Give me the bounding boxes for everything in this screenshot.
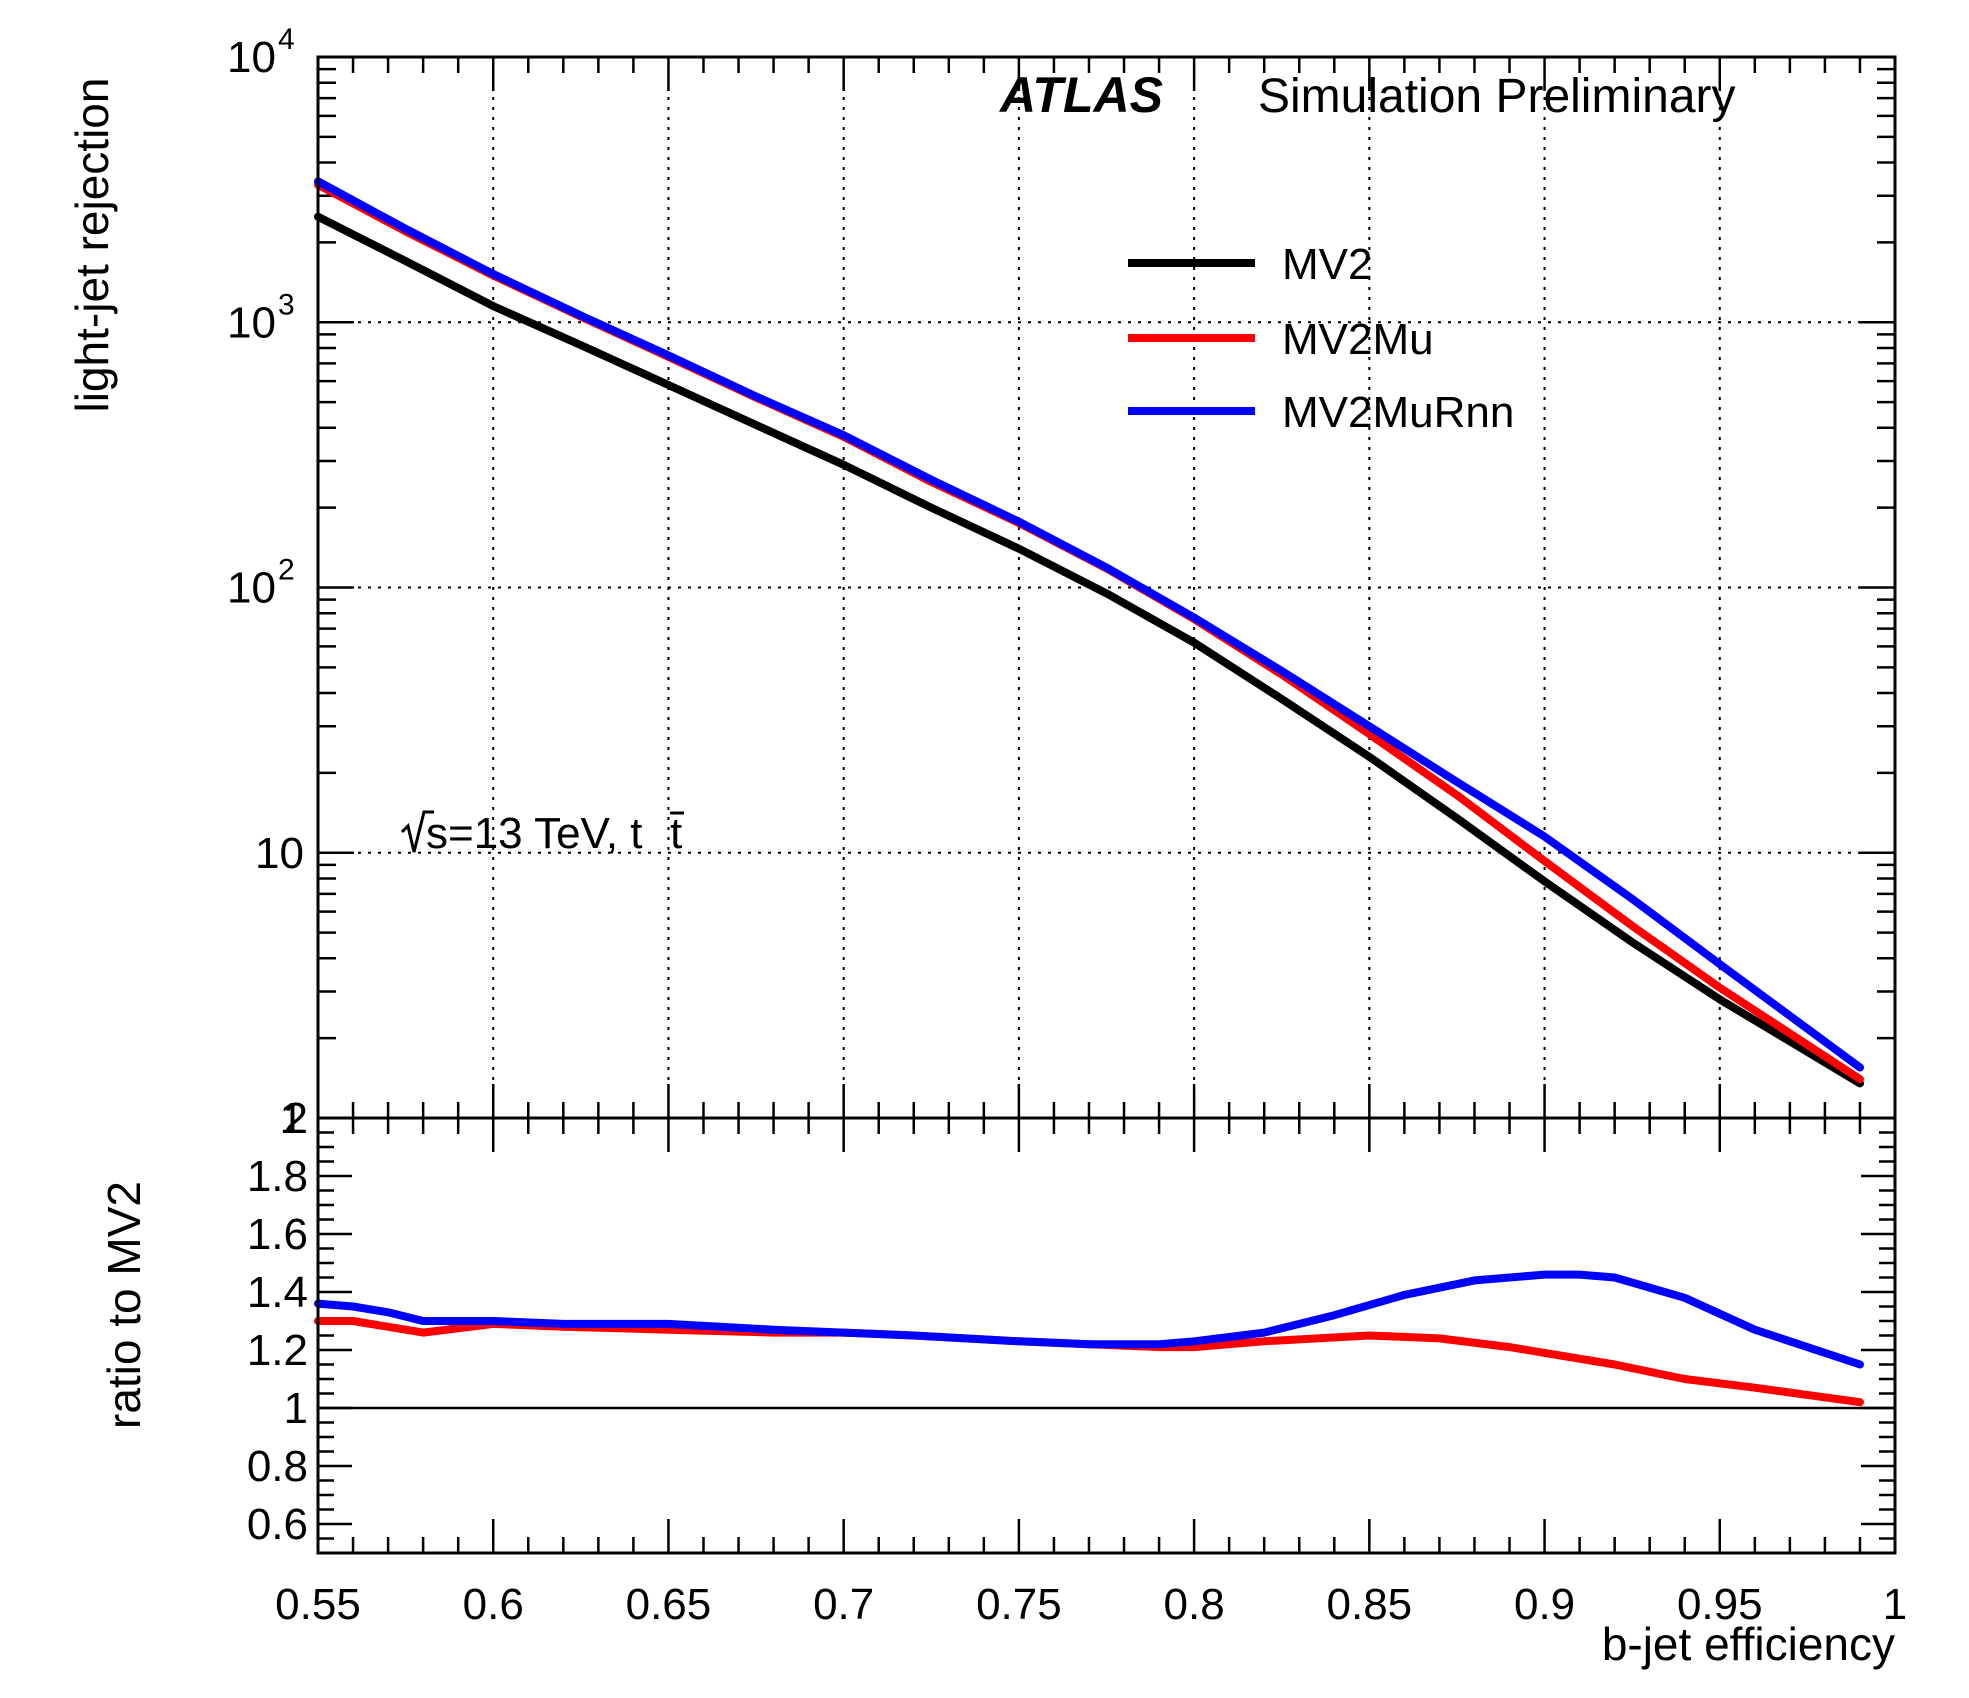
x-tick-label-9: 1	[1883, 1580, 1907, 1629]
lower-plot-frame	[316, 1116, 1897, 1555]
x-tick-label-8: 0.95	[1677, 1580, 1763, 1629]
x-axis-title: b-jet efficiency	[1602, 1618, 1895, 1670]
energy-label: s=13 TeV, t t	[400, 809, 684, 858]
lower-series-group	[314, 1270, 1864, 1407]
legend: MV2 MV2Mu MV2MuRnn	[1128, 240, 1514, 437]
sqrt-symbol	[400, 810, 434, 853]
x-tick-label-1: 0.6	[463, 1580, 524, 1629]
upper-y-tick-label-4: 10	[227, 33, 276, 82]
x-tick-label-2: 0.65	[626, 1580, 712, 1629]
series-line-mv2mu	[314, 180, 1864, 1084]
x-tick-label-7: 0.9	[1514, 1580, 1575, 1629]
energy-tbar: t	[670, 809, 682, 858]
lower-y-tick-label-6: 1.8	[247, 1152, 308, 1201]
upper-y-axis-title: light-jet rejection	[66, 78, 118, 413]
lower-y-tick-label-4: 1.4	[247, 1268, 308, 1317]
lower-y-tick-labels: 0.6 0.8 1 1.2 1.4 1.6 1.8 2	[247, 1094, 308, 1549]
x-tick-label-4: 0.75	[976, 1580, 1062, 1629]
lower-y-axis-title: ratio to MV2	[98, 1181, 150, 1429]
upper-y-tick-exp-2: 2	[278, 554, 295, 587]
lower-y-tick-label-1: 0.8	[247, 1442, 308, 1491]
x-tick-label-5: 0.8	[1164, 1580, 1225, 1629]
upper-y-tick-exp-3: 3	[278, 288, 295, 321]
upper-grid	[318, 57, 1895, 1118]
lower-y-tick-label-0: 0.6	[247, 1500, 308, 1549]
upper-y-tick-label-0: 1	[280, 1094, 304, 1143]
x-tick-labels: 0.55 0.6 0.65 0.7 0.75 0.8 0.85 0.9 0.95 1	[275, 1580, 1907, 1629]
upper-y-tick-exp-4: 4	[278, 23, 295, 56]
simulation-preliminary-label: Simulation Preliminary	[1258, 70, 1736, 123]
lower-tick-marks	[316, 1116, 1897, 1555]
lower-y-tick-label-5: 1.6	[247, 1210, 308, 1259]
legend-label-mv2murnn: MV2MuRnn	[1282, 388, 1514, 437]
x-tick-label-6: 0.85	[1327, 1580, 1413, 1629]
series-line-mv2	[314, 212, 1864, 1088]
x-tick-label-0: 0.55	[275, 1580, 361, 1629]
x-tick-label-3: 0.7	[813, 1580, 874, 1629]
atlas-label: ATLAS	[998, 67, 1163, 123]
ratio-line-mv2murnn	[314, 1270, 1864, 1369]
legend-entry-mv2mu: MV2Mu	[1128, 315, 1434, 364]
legend-entry-mv2: MV2	[1128, 240, 1372, 289]
legend-label-mv2: MV2	[1282, 240, 1372, 289]
series-line-mv2murnn	[314, 177, 1864, 1072]
energy-text: s=13 TeV, t	[426, 809, 643, 858]
legend-label-mv2mu: MV2Mu	[1282, 315, 1434, 364]
legend-entry-mv2murnn: MV2MuRnn	[1128, 388, 1514, 437]
lower-y-tick-label-2: 1	[284, 1384, 308, 1433]
lower-y-tick-label-3: 1.2	[247, 1326, 308, 1375]
ratio-line-mv2mu	[314, 1317, 1864, 1407]
lower-y-tick-label-7: 2	[284, 1094, 308, 1143]
upper-y-tick-label-3: 10	[227, 298, 276, 347]
upper-series-group	[314, 177, 1864, 1088]
upper-y-tick-label-2: 10	[227, 564, 276, 613]
upper-y-tick-label-1: 10	[255, 829, 304, 878]
